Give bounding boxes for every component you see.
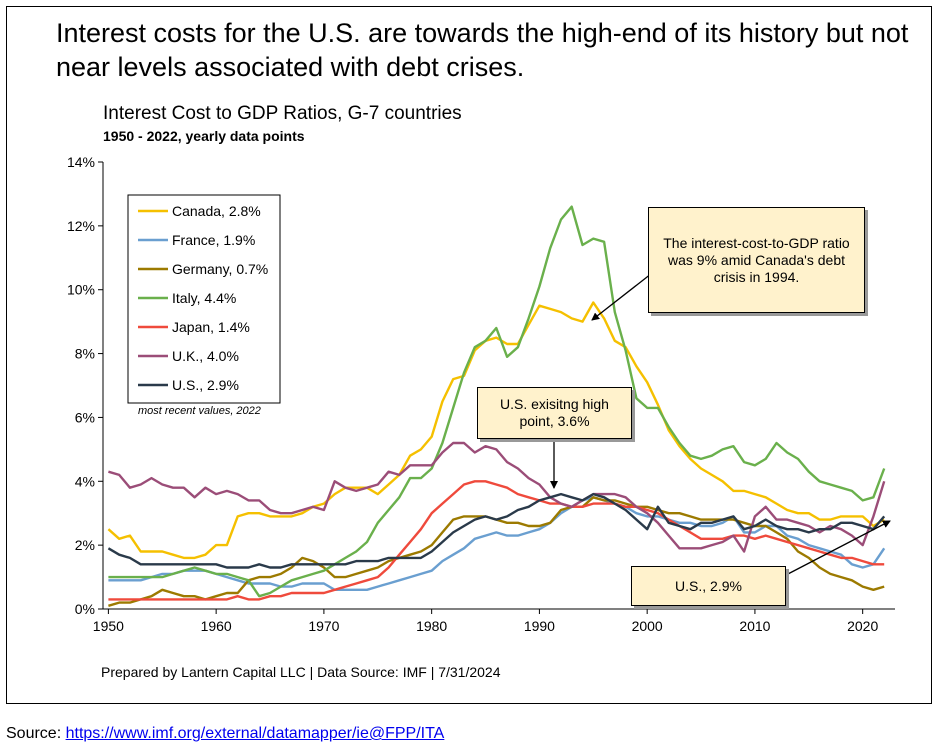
x-tick-label: 2020 bbox=[847, 618, 878, 634]
legend-label: U.S., 2.9% bbox=[172, 377, 239, 393]
y-tick-label: 8% bbox=[75, 346, 95, 362]
y-tick-label: 2% bbox=[75, 537, 95, 553]
y-tick-label: 4% bbox=[75, 473, 95, 489]
series-line-us bbox=[107, 492, 886, 569]
callout-arrows bbox=[550, 269, 891, 576]
headline: Interest costs for the U.S. are towards … bbox=[56, 18, 909, 82]
x-tick-label: 1960 bbox=[201, 618, 232, 634]
legend-note: most recent values, 2022 bbox=[138, 405, 261, 417]
x-tick-label: 1970 bbox=[308, 618, 339, 634]
y-tick-label: 12% bbox=[67, 218, 95, 234]
y-tick-label: 0% bbox=[75, 601, 95, 617]
legend: Canada, 2.8% France, 1.9% Germany, 0.7% Ita… bbox=[127, 194, 281, 417]
x-tick-label: 2000 bbox=[632, 618, 663, 634]
callout-us-high: U.S. exisitng high point, 3.6% bbox=[477, 387, 632, 439]
chart-frame bbox=[6, 6, 932, 704]
arrow-us-current bbox=[785, 520, 891, 576]
arrow-canada bbox=[591, 269, 657, 321]
chart-title: Interest Cost to GDP Ratios, G-7 countri… bbox=[103, 103, 462, 124]
x-tick-label: 1980 bbox=[416, 618, 447, 634]
series-line-canada bbox=[107, 301, 885, 560]
x-tick-label: 2010 bbox=[739, 618, 770, 634]
legend-label: Japan, 1.4% bbox=[172, 319, 250, 335]
callout-canada: The interest-cost-to-GDP ratio was 9% am… bbox=[648, 207, 865, 313]
x-tick-label: 1990 bbox=[524, 618, 555, 634]
legend-label: Germany, 0.7% bbox=[172, 261, 268, 277]
legend-label: U.K., 4.0% bbox=[172, 348, 239, 364]
series-line-uk bbox=[108, 441, 886, 553]
source-link[interactable]: https://www.imf.org/external/datamapper/… bbox=[65, 725, 445, 742]
credit-line: Prepared by Lantern Capital LLC | Data S… bbox=[101, 664, 501, 680]
series-line-japan bbox=[108, 480, 885, 601]
legend-label: France, 1.9% bbox=[172, 232, 255, 248]
chart-subtitle: 1950 - 2022, yearly data points bbox=[103, 128, 305, 144]
legend-label: Canada, 2.8% bbox=[172, 203, 261, 219]
source-label: Source: bbox=[6, 725, 66, 742]
series-line-france bbox=[108, 496, 886, 591]
legend-label: Italy, 4.4% bbox=[172, 290, 236, 306]
y-tick-label: 6% bbox=[75, 409, 95, 425]
axes: 0% 2% 4% 6% 8% 10% 12% 14% 1950 1960 1970 1980 1990 2… bbox=[67, 154, 895, 634]
source-line: Source: https://www.imf.org/external/dat… bbox=[6, 725, 444, 743]
callout-us-current: U.S., 2.9% bbox=[631, 566, 786, 606]
y-tick-label: 10% bbox=[67, 282, 95, 298]
y-tick-label: 14% bbox=[67, 154, 95, 170]
x-tick-label: 1950 bbox=[93, 618, 124, 634]
series-lines bbox=[107, 205, 886, 607]
series-line-italy bbox=[108, 205, 886, 598]
